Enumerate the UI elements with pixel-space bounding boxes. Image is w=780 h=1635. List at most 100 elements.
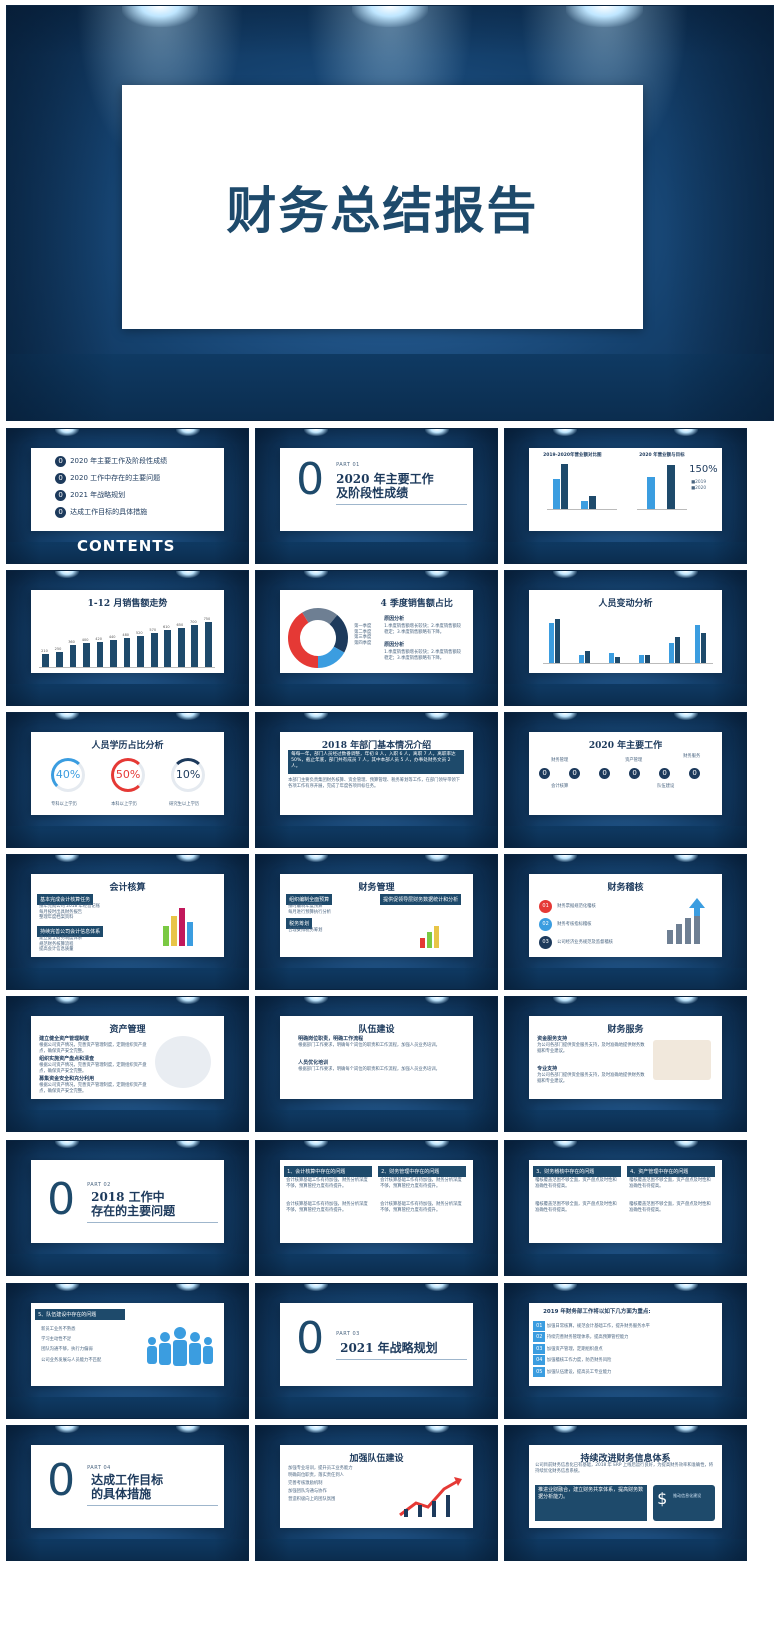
contents-panel: 0 2020 年主要工作及阶段性成绩 0 2020 工作中存在的主要问题 0 2021… [31,447,224,531]
slide-staff[interactable]: 人员变动分析 [504,570,747,706]
monthly-bar-value: 440 [108,635,116,640]
staff-bar-chart [543,612,714,664]
monthly-bar-value: 750 [203,616,211,621]
section-title: 2018 工作中 存在的主要问题 [91,1189,176,1219]
contents-item: 2021 年战略规划 [70,490,126,499]
monthly-bar-value: 480 [122,632,130,637]
slide-title: 会计核算 [109,882,146,893]
slide-title: 4 季度销售额占比 [380,598,453,609]
monthly-bar-value: 400 [81,637,89,642]
slide-part01[interactable]: 0 PART 01 2020 年主要工作 及阶段性成绩 [255,428,498,564]
monthly-bar [150,632,158,667]
part-number: 0 [296,453,325,505]
slide-contents[interactable]: 0 2020 年主要工作及阶段性成绩 0 2020 工作中存在的主要问题 0 2021… [6,428,249,564]
cover-panel: 财务总结报告 [121,84,643,329]
cover-slide: 财务总结报告 [6,5,774,421]
section-title: 达成工作目标 的具体措施 [91,1472,164,1502]
rising-arrow-icon [667,897,706,944]
slide-title: 财务管理 [358,882,395,893]
monthly-bar-value: 700 [190,619,197,624]
slide-quarter[interactable]: 4 季度销售额占比 第一季度 第二季度 第三季度 第四季度 原因分析 1.季度销售额增… [255,570,498,706]
money-icon: $ [657,1488,668,1508]
monthly-bar [137,635,144,667]
slide-finservice[interactable]: 财务服务 资金服务支持 为公司各部门提供资金服务支持，及时准确地提供财务数据和专… [504,996,747,1132]
monthly-bar-value: 520 [135,630,143,635]
monthly-bar-value: 250 [54,646,62,651]
slide-finaudit[interactable]: 财务稽核 01 02 03 财务票据规范化稽核 财务考核指标稽核 公司经济业务规… [504,854,747,990]
monthly-bar-chart: 210 250 360 400 420 440 480 520 570 610 650 700 750 [39,612,216,668]
rising-arrow-icon [399,1476,463,1517]
monthly-bar [83,642,90,667]
slide-education[interactable]: 人员学历占比分析 40% 50% 10% 专科以上学历 本科以上学历 研究生以上… [6,712,249,848]
slide-title: 2020 年主要工作 [588,740,663,751]
contents-item: 达成工作目标的具体措施 [70,507,148,516]
part-label: PART 01 [336,461,360,468]
monthly-bar [164,630,172,667]
donut-chart [288,607,349,668]
monthly-bar [110,640,117,667]
percent-value: 150% [689,463,718,475]
slide-asset[interactable]: 资产管理 建立健全资产管理制度 根据公司资产情况，完善资产管理制度，定期组织资产… [6,996,249,1132]
slide-part04[interactable]: 0 PART 04 达成工作目标 的具体措施 [6,1425,249,1561]
monthly-bar [177,627,185,667]
calculator-photo-icon [155,1035,212,1088]
part-number: 0 [47,1173,76,1225]
slide-part02[interactable]: 0 PART 02 2018 工作中 存在的主要问题 [6,1140,249,1276]
section-title: 2020 年主要工作 及阶段性成绩 [336,471,434,501]
monthly-bar-value: 610 [162,625,170,630]
monthly-bar [69,645,77,667]
slide-title: 人员学历占比分析 [91,740,164,751]
monthly-bar-value: 420 [95,636,102,641]
slide-title: 持续改进财务信息体系 [580,1453,671,1464]
monthly-bar [42,654,50,667]
spotlight-lamp [121,6,199,27]
team-people-icon [147,1326,214,1366]
monthly-bar [191,624,199,667]
monthly-bar-value: 210 [41,649,48,654]
slide-issues34[interactable]: 3、财务稽核中存在的问题 4、资产管理中存在的问题 稽核覆盖范围不够全面，资产盘… [504,1140,747,1276]
edu-percent: 40% [51,757,86,792]
section-title: 2021 年战略规划 [340,1340,438,1355]
slide-title: 财务稽核 [607,882,644,893]
part-number: 0 [296,1312,325,1364]
slide-monthly[interactable]: 1-12 月销售额走势 210 250 360 400 420 440 480 520 570 6… [6,570,249,706]
slide-issues5[interactable]: 5、队伍建设中存在的问题 新员工业务不熟悉 学习主动性不足 团队沟通不够，执行力偏… [6,1283,249,1419]
slide-title: 1-12 月销售额走势 [87,598,168,609]
slide-title: 队伍建设 [358,1024,395,1035]
paperwork-photo-icon [653,1039,712,1080]
chart-graphic-icon [151,896,211,946]
contents-item: 2020 年主要工作及阶段性成绩 [70,456,168,465]
slide-title: 人员变动分析 [598,598,653,609]
spotlight-lamp [566,6,643,27]
slide-work2020[interactable]: 2020 年主要工作 财务管理 资产管理 财务服务 0 0 0 0 0 0 会计… [504,712,747,848]
growth-graphic-icon [410,918,460,948]
slide-title: 加强队伍建设 [349,1453,404,1464]
slide-dept2018[interactable]: 2018 年部门基本情况介绍 每每一年，部门人员经过数番调整，年初 8 人，入职… [255,712,498,848]
monthly-bar [56,651,63,667]
slide-title: 2018 年部门基本情况介绍 [321,740,432,751]
contents-item: 2020 工作中存在的主要问题 [70,473,161,482]
slide-revenue[interactable]: 2019-2020年营业额对比图 2020 年营业额与目标 150% ■2019… [504,428,747,564]
slide-accounting[interactable]: 会计核算 基本完成会计核算任务 按年完成公司 2018 年经营记账 每月按时出具财… [6,854,249,990]
chart-title: 2019-2020年营业额对比图 [543,452,602,458]
slide-title: 财务服务 [607,1024,644,1035]
contents-label: CONTENTS [77,537,176,555]
slide-title: 资产管理 [109,1024,146,1035]
revenue-bar-chart [547,462,618,510]
monthly-bar [123,637,131,667]
slide-team[interactable]: 队伍建设 明确岗位职责，明确工作流程 根据部门工作要求，明确每个岗位的职责和工作… [255,996,498,1132]
monthly-bar-value: 360 [68,640,75,645]
edu-percent: 50% [111,757,146,792]
cover-title: 财务总结报告 [226,180,539,240]
spotlight-lamp [351,6,429,27]
slide-teamwork[interactable]: 加强队伍建设 加强专业培训，提升员工业务能力 明确岗位职责，落实责任到人 完善考核… [255,1425,498,1561]
slide-part03[interactable]: 0 PART 03 2021 年战略规划 [255,1283,498,1419]
slide-finmgmt[interactable]: 财务管理 组织编制全面预算 提供促领导层财务数据统计和分析 税务筹划 按时编制年… [255,854,498,990]
monthly-bar [96,641,104,667]
monthly-bar-value: 650 [176,622,184,627]
monthly-bar-value: 570 [149,627,157,632]
slide-infosys[interactable]: 持续改进财务信息体系 公司目前财务信息化已有基础，2018 年 ERP 上线后运… [504,1425,747,1561]
slide-plan2021[interactable]: 2019 年财务部工作将以如下几方面为重点: 01 加强日常核算，规范会计基础工… [504,1283,747,1419]
slide-issues12[interactable]: 1、会计核算中存在的问题 2、财务管理中存在的问题 会计核算基础工作有待加强，财… [255,1140,498,1276]
info-panel: $ 推动信息化建设 [653,1484,716,1521]
